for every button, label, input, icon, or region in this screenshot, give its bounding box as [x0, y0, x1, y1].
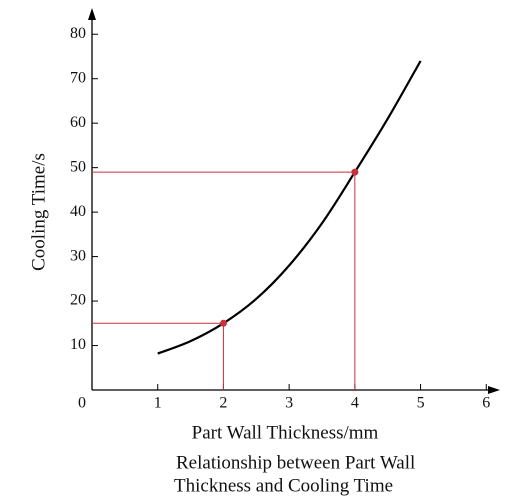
y-tick-label: 30 [70, 247, 86, 264]
y-tick-label: 40 [70, 203, 86, 220]
x-axis-arrow [488, 386, 500, 394]
marker [219, 319, 227, 327]
x-tick-label: 1 [154, 395, 162, 412]
y-tick-label: 20 [70, 292, 86, 309]
y-axis-arrow [88, 8, 96, 20]
y-tick-label: 60 [70, 114, 86, 131]
y-tick-label: 50 [70, 158, 86, 175]
caption: Relationship between Part Wall [176, 452, 415, 473]
x-tick-label: 6 [482, 395, 490, 412]
caption: Thickness and Cooling Time [174, 475, 393, 496]
marker [351, 168, 359, 176]
x-tick-label: 4 [351, 395, 359, 412]
x-tick-label: 2 [219, 395, 227, 412]
x-tick-label: 5 [417, 395, 425, 412]
y-tick-label: 70 [70, 69, 86, 86]
x-axis-label: Part Wall Thickness/mm [192, 422, 379, 443]
x-tick-label: 0 [78, 395, 86, 412]
y-tick-label: 10 [70, 336, 86, 353]
x-tick-label: 3 [285, 395, 293, 412]
curve [157, 60, 422, 355]
reference-line [92, 322, 224, 390]
y-tick-label: 80 [70, 25, 86, 42]
y-axis-label: Cooling Time/s [28, 153, 49, 271]
